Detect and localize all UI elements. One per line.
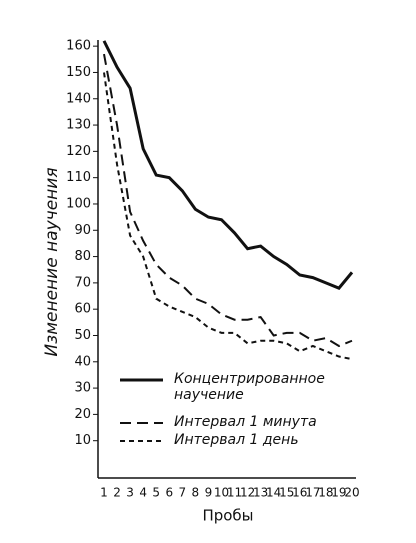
y-tick-label: 110 xyxy=(66,170,91,185)
y-tick-label: 90 xyxy=(74,223,91,238)
x-tick-label: 8 xyxy=(192,486,200,500)
x-tick-label: 16 xyxy=(292,486,307,500)
y-tick-label: 140 xyxy=(66,91,91,106)
x-tick-label: 3 xyxy=(126,486,134,500)
x-tick-label: 14 xyxy=(266,486,281,500)
y-tick-label: 30 xyxy=(74,381,91,396)
y-tick-label: 70 xyxy=(74,275,91,290)
y-tick-label: 60 xyxy=(74,302,91,317)
y-tick-label: 80 xyxy=(74,249,91,264)
y-tick-label: 10 xyxy=(74,433,91,448)
x-tick-label: 9 xyxy=(205,486,213,500)
x-tick-label: 5 xyxy=(152,486,160,500)
x-tick-label: 15 xyxy=(279,486,294,500)
x-tick-label: 2 xyxy=(113,486,121,500)
y-tick-label: 40 xyxy=(74,354,91,369)
x-tick-label: 12 xyxy=(240,486,255,500)
y-tick-label: 130 xyxy=(66,118,91,133)
y-tick-label: 160 xyxy=(66,39,91,54)
legend-label: Концентрированное научение xyxy=(174,371,325,403)
x-tick-label: 4 xyxy=(139,486,147,500)
x-tick-label: 13 xyxy=(253,486,268,500)
series-line xyxy=(103,53,353,348)
x-axis-label: Пробы xyxy=(202,507,253,525)
x-tick-label: 19 xyxy=(331,486,346,500)
x-tick-label: 17 xyxy=(305,486,320,500)
y-axis-label: Изменение научения xyxy=(42,167,62,356)
x-tick-label: 10 xyxy=(214,486,229,500)
x-tick-label: 11 xyxy=(227,486,242,500)
x-tick-label: 20 xyxy=(344,486,359,500)
x-tick-label: 1 xyxy=(100,486,108,500)
x-tick-label: 6 xyxy=(165,486,173,500)
y-tick-label: 150 xyxy=(66,65,91,80)
x-tick-label: 18 xyxy=(318,486,333,500)
y-tick-label: 120 xyxy=(66,144,91,159)
y-tick-label: 20 xyxy=(74,407,91,422)
y-tick-label: 50 xyxy=(74,328,91,343)
legend-label: Интервал 1 день xyxy=(174,432,299,448)
y-tick-label: 100 xyxy=(66,196,91,211)
x-tick-label: 7 xyxy=(178,486,186,500)
legend-label: Интервал 1 минута xyxy=(174,414,317,430)
series-line xyxy=(102,40,354,290)
